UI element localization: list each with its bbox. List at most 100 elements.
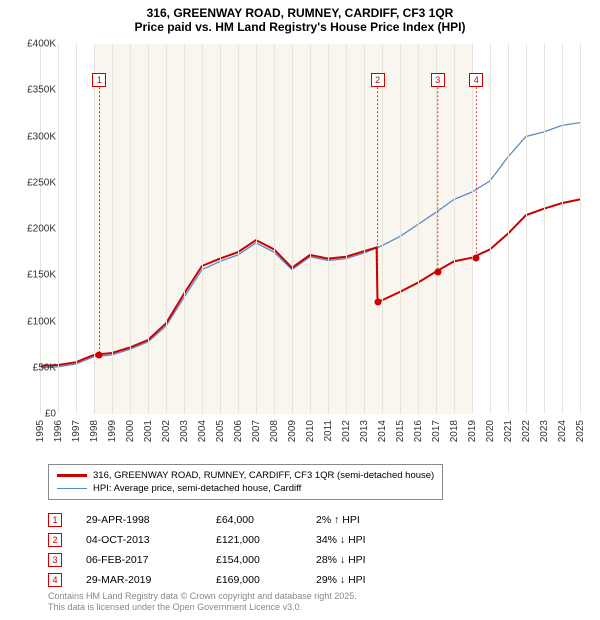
x-tick-label: 2009: [287, 420, 298, 442]
x-tick-label: 1999: [107, 420, 118, 442]
transaction-price: £64,000: [216, 514, 316, 526]
chart-plot-area: 1234: [40, 44, 580, 414]
transaction-date: 29-MAR-2019: [86, 574, 216, 586]
footer-attribution: Contains HM Land Registry data © Crown c…: [48, 591, 357, 614]
title-line-1: 316, GREENWAY ROAD, RUMNEY, CARDIFF, CF3…: [10, 6, 590, 20]
gridline-v: [76, 44, 77, 414]
gridline-v: [238, 44, 239, 414]
sale-marker-box: 2: [371, 73, 385, 87]
transaction-diff: 29% ↓ HPI: [316, 574, 416, 586]
x-tick-label: 2024: [557, 420, 568, 442]
transaction-marker: 1: [48, 513, 62, 527]
x-tick-label: 1997: [71, 420, 82, 442]
x-tick-label: 2019: [467, 420, 478, 442]
x-tick-label: 2021: [503, 420, 514, 442]
legend-label: HPI: Average price, semi-detached house,…: [93, 483, 301, 494]
chart-container: 316, GREENWAY ROAD, RUMNEY, CARDIFF, CF3…: [0, 0, 600, 620]
footer-line-1: Contains HM Land Registry data © Crown c…: [48, 591, 357, 603]
x-tick-label: 2020: [485, 420, 496, 442]
transaction-marker: 4: [48, 573, 62, 587]
x-tick-label: 2013: [359, 420, 370, 442]
transaction-row: 306-FEB-2017£154,00028% ↓ HPI: [48, 550, 416, 570]
gridline-v: [256, 44, 257, 414]
gridline-v: [166, 44, 167, 414]
gridline-v: [130, 44, 131, 414]
gridline-v: [544, 44, 545, 414]
sale-dot: [473, 254, 480, 261]
gridline-v: [94, 44, 95, 414]
gridline-v: [184, 44, 185, 414]
gridline-v: [220, 44, 221, 414]
gridline-v: [292, 44, 293, 414]
gridline-v: [418, 44, 419, 414]
transaction-marker: 2: [48, 533, 62, 547]
x-tick-label: 2012: [341, 420, 352, 442]
x-tick-label: 2025: [575, 420, 586, 442]
y-tick-label: £0: [45, 409, 56, 420]
gridline-v: [328, 44, 329, 414]
transaction-row: 1 29-APR-1998£64,0002% ↑ HPI: [48, 510, 416, 530]
y-tick-label: £400K: [27, 39, 56, 50]
footer-line-2: This data is licensed under the Open Gov…: [48, 602, 357, 614]
x-tick-label: 2001: [143, 420, 154, 442]
x-tick-label: 2003: [179, 420, 190, 442]
x-tick-label: 2000: [125, 420, 136, 442]
gridline-v: [202, 44, 203, 414]
x-tick-label: 2023: [539, 420, 550, 442]
x-tick-label: 2022: [521, 420, 532, 442]
gridline-v: [148, 44, 149, 414]
legend-row: HPI: Average price, semi-detached house,…: [57, 482, 434, 495]
x-tick-label: 2004: [197, 420, 208, 442]
gridline-v: [436, 44, 437, 414]
y-tick-label: £300K: [27, 131, 56, 142]
sale-marker-box: 3: [431, 73, 445, 87]
gridline-v: [508, 44, 509, 414]
x-tick-label: 2006: [233, 420, 244, 442]
x-tick-label: 2017: [431, 420, 442, 442]
transaction-price: £154,000: [216, 554, 316, 566]
transaction-marker: 3: [48, 553, 62, 567]
y-tick-label: £200K: [27, 224, 56, 235]
sale-marker-box: 4: [469, 73, 483, 87]
y-tick-label: £250K: [27, 177, 56, 188]
y-tick-label: £100K: [27, 316, 56, 327]
sale-dot: [374, 299, 381, 306]
transaction-price: £121,000: [216, 534, 316, 546]
legend-box: 316, GREENWAY ROAD, RUMNEY, CARDIFF, CF3…: [48, 464, 443, 500]
x-tick-label: 2011: [323, 420, 334, 442]
gridline-v: [490, 44, 491, 414]
title-area: 316, GREENWAY ROAD, RUMNEY, CARDIFF, CF3…: [0, 0, 600, 36]
y-tick-label: £350K: [27, 85, 56, 96]
gridline-v: [562, 44, 563, 414]
transaction-diff: 2% ↑ HPI: [316, 514, 416, 526]
sale-dot: [434, 268, 441, 275]
transaction-diff: 34% ↓ HPI: [316, 534, 416, 546]
x-tick-label: 2015: [395, 420, 406, 442]
y-tick-label: £50K: [33, 362, 56, 373]
transaction-row: 2 04-OCT-2013£121,00034% ↓ HPI: [48, 530, 416, 550]
transaction-price: £169,000: [216, 574, 316, 586]
x-tick-label: 1995: [35, 420, 46, 442]
gridline-v: [472, 44, 473, 414]
gridline-v: [526, 44, 527, 414]
sale-dot: [96, 351, 103, 358]
title-line-2: Price paid vs. HM Land Registry's House …: [10, 20, 590, 34]
gridline-v: [580, 44, 581, 414]
gridline-v: [58, 44, 59, 414]
x-tick-label: 2002: [161, 420, 172, 442]
x-tick-label: 1996: [53, 420, 64, 442]
gridline-v: [364, 44, 365, 414]
gridline-v: [382, 44, 383, 414]
gridline-v: [400, 44, 401, 414]
x-tick-label: 2010: [305, 420, 316, 442]
transaction-date: 04-OCT-2013: [86, 534, 216, 546]
x-tick-label: 2018: [449, 420, 460, 442]
transactions-table: 129-APR-1998£64,0002% ↑ HPI204-OCT-2013£…: [48, 510, 416, 590]
x-tick-label: 1998: [89, 420, 100, 442]
x-tick-label: 2007: [251, 420, 262, 442]
transaction-date: 29-APR-1998: [86, 514, 216, 526]
transaction-row: 4 29-MAR-2019£169,00029% ↓ HPI: [48, 570, 416, 590]
legend-swatch: [57, 474, 87, 477]
transaction-diff: 28% ↓ HPI: [316, 554, 416, 566]
gridline-v: [112, 44, 113, 414]
